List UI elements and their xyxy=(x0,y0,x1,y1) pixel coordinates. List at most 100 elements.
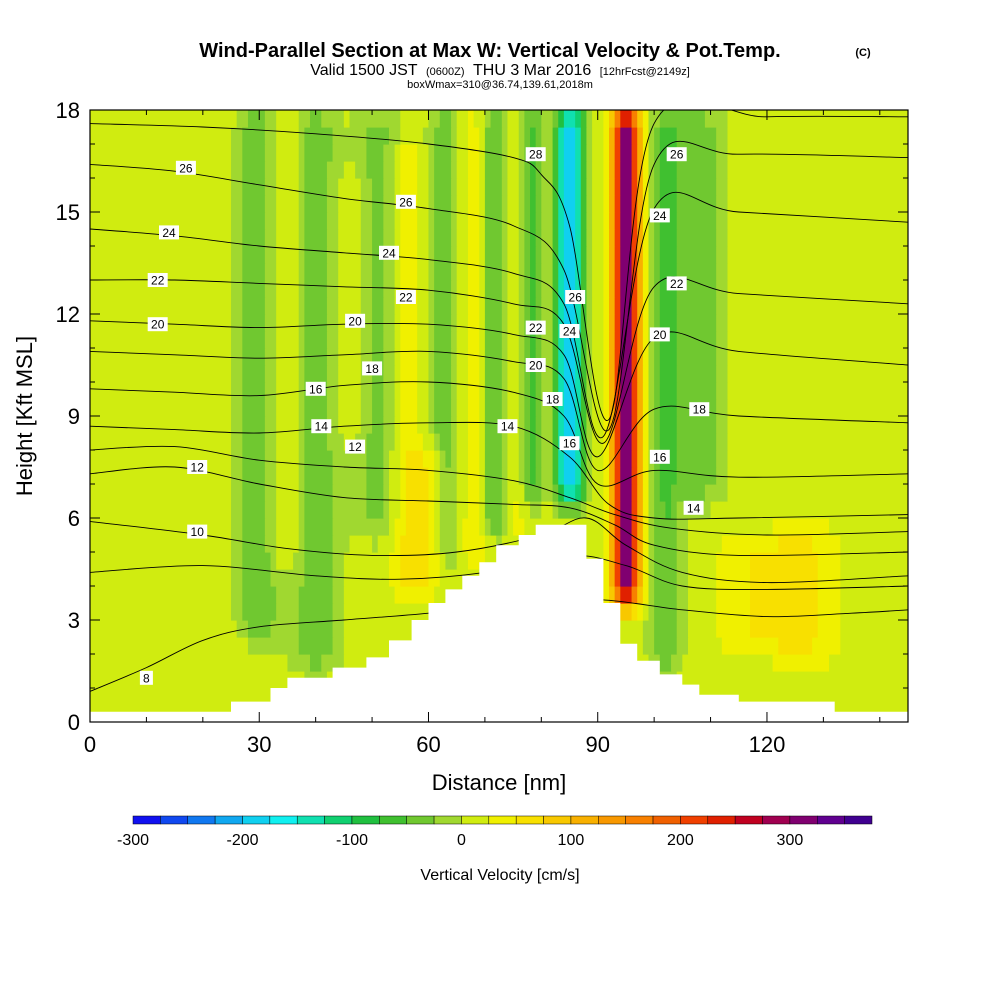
w-field-cell xyxy=(501,178,509,196)
w-field-cell xyxy=(614,161,621,179)
w-field-cell xyxy=(304,144,334,162)
w-field-cell xyxy=(518,399,525,417)
w-field-cell xyxy=(631,586,638,604)
w-field-cell xyxy=(456,416,469,434)
w-field-cell xyxy=(276,127,300,145)
w-field-cell xyxy=(298,399,305,417)
w-field-cell xyxy=(558,450,565,468)
w-field-cell xyxy=(231,382,243,400)
w-field-cell xyxy=(642,399,650,417)
w-field-cell xyxy=(817,603,841,621)
w-field-cell xyxy=(716,416,729,434)
w-field-cell xyxy=(310,654,322,672)
w-field-cell xyxy=(388,467,401,485)
contour-label-bg xyxy=(395,290,416,304)
w-field-cell xyxy=(727,178,908,196)
w-field-cell xyxy=(298,314,305,332)
w-field-cell xyxy=(231,127,243,145)
w-field-cell xyxy=(417,195,430,213)
w-field-cell xyxy=(338,280,362,298)
w-field-cell xyxy=(298,161,305,179)
w-field-cell xyxy=(620,569,633,587)
w-field-cell xyxy=(654,178,661,196)
w-field-cell xyxy=(383,399,396,417)
w-field-cell xyxy=(575,331,582,349)
w-field-cell xyxy=(631,314,638,332)
w-field-cell xyxy=(552,178,559,196)
w-field-cell xyxy=(530,365,537,383)
w-field-cell xyxy=(609,144,616,162)
w-field-cell xyxy=(750,552,819,570)
w-field-cell xyxy=(535,450,542,468)
w-field-cell xyxy=(434,297,452,315)
w-field-cell xyxy=(90,178,232,196)
w-field-cell xyxy=(637,535,644,553)
w-field-cell xyxy=(716,195,729,213)
w-field-cell xyxy=(264,195,277,213)
w-field-cell xyxy=(580,144,588,162)
w-field-cell xyxy=(586,382,593,400)
w-field-cell xyxy=(541,450,554,468)
w-field-cell xyxy=(603,212,610,230)
w-field-cell xyxy=(434,501,441,519)
w-field-cell xyxy=(467,365,480,383)
w-field-cell xyxy=(642,348,650,366)
w-field-cell xyxy=(609,212,616,230)
colorbar-swatch xyxy=(707,815,736,825)
contour-label-text: 14 xyxy=(501,420,515,434)
w-field-cell xyxy=(778,637,813,655)
w-field-cell xyxy=(428,501,435,519)
contour-label: 26 xyxy=(395,194,416,209)
contour-label-bg xyxy=(649,449,670,464)
w-field-cell xyxy=(603,178,610,196)
w-field-cell xyxy=(609,280,616,298)
w-field-cell xyxy=(434,195,452,213)
w-field-cell xyxy=(394,535,401,553)
w-field-cell xyxy=(456,331,469,349)
w-field-cell xyxy=(575,263,582,281)
w-field-cell xyxy=(417,246,430,264)
w-field-cell xyxy=(586,433,593,451)
w-field-cell xyxy=(242,212,266,230)
w-field-cell xyxy=(507,280,520,298)
w-field-cell xyxy=(276,450,300,468)
w-field-cell xyxy=(456,382,469,400)
w-field-cell xyxy=(338,297,362,315)
contour-label-bg xyxy=(559,436,580,451)
w-field-cell xyxy=(558,416,565,434)
w-field-cell xyxy=(383,484,390,502)
w-field-cell xyxy=(716,382,729,400)
w-field-cell xyxy=(541,280,554,298)
colorbar-swatch xyxy=(844,815,873,825)
w-field-cell xyxy=(264,467,277,485)
w-field-cell xyxy=(558,399,565,417)
colorbar-tick-label: -100 xyxy=(336,832,368,849)
w-field-cell xyxy=(417,416,430,434)
contour-label-bg xyxy=(187,460,208,474)
w-field-cell xyxy=(405,501,430,519)
w-field-cell xyxy=(242,518,266,536)
w-field-cell xyxy=(603,365,610,383)
w-field-cell xyxy=(304,552,334,570)
w-field-cell xyxy=(490,110,503,128)
y-tick-label: 12 xyxy=(56,302,80,327)
w-field-cell xyxy=(518,127,525,145)
w-field-cell xyxy=(501,382,509,400)
w-field-cell xyxy=(467,127,480,145)
w-field-cell xyxy=(372,280,384,298)
contour-label-bg xyxy=(311,419,332,434)
w-field-cell xyxy=(620,399,633,417)
w-field-cell xyxy=(575,399,582,417)
w-field-cell xyxy=(530,416,537,434)
w-field-cell xyxy=(417,314,430,332)
w-field-cell xyxy=(264,535,277,553)
w-field-cell xyxy=(603,450,610,468)
w-field-cell xyxy=(434,161,452,179)
w-field-cell xyxy=(304,297,328,315)
w-field-cell xyxy=(563,314,576,332)
contour-label-text: 24 xyxy=(382,246,396,260)
w-field-cell xyxy=(242,552,272,570)
w-field-cell xyxy=(242,416,266,434)
w-field-cell xyxy=(614,195,621,213)
w-field-cell xyxy=(637,467,644,485)
